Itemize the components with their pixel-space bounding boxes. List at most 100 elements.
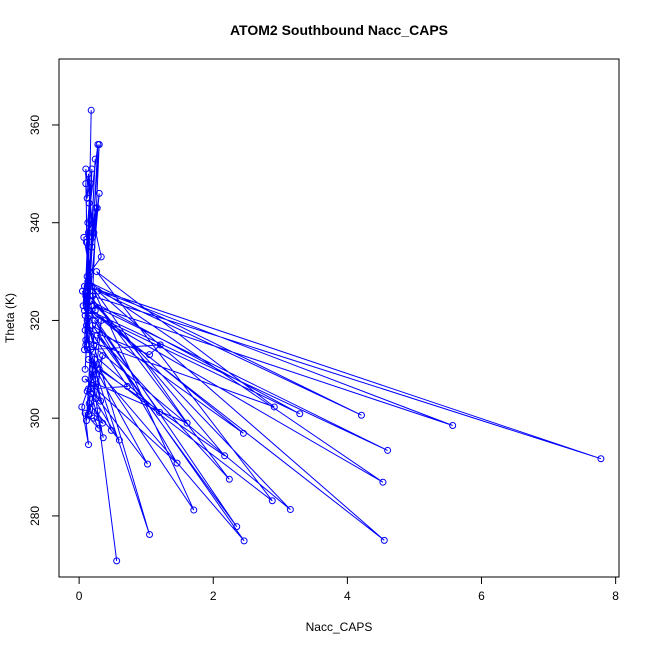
data-point <box>84 219 92 227</box>
y-tick-label: 320 <box>28 310 42 330</box>
data-point <box>83 194 91 202</box>
data-point <box>286 506 294 514</box>
y-tick-label: 300 <box>28 408 42 428</box>
y-tick-label: 280 <box>28 506 42 526</box>
data-point <box>93 370 101 378</box>
data-point <box>85 410 93 418</box>
series-line <box>81 110 602 561</box>
data-point <box>89 233 97 241</box>
data-point <box>357 411 365 419</box>
data-point <box>97 316 105 324</box>
data-point <box>146 351 154 359</box>
data-point <box>115 436 123 444</box>
data-point <box>83 282 91 290</box>
y-axis: 280 300 320 340 360 <box>28 115 60 526</box>
data-point <box>99 352 107 360</box>
data-point <box>85 441 93 449</box>
x-axis-label: Nacc_CAPS <box>306 620 373 634</box>
data-point <box>91 307 99 315</box>
data-point <box>113 557 121 565</box>
data-point <box>85 272 93 280</box>
data-point <box>99 419 107 427</box>
data-point <box>86 292 94 300</box>
data-point <box>85 312 93 320</box>
data-point <box>87 390 95 398</box>
x-tick-label: 4 <box>344 589 351 603</box>
data-point <box>95 424 103 432</box>
data-point <box>90 228 98 236</box>
data-point <box>82 321 90 329</box>
data-point <box>240 537 248 545</box>
data-point <box>78 403 86 411</box>
data-point <box>82 180 90 188</box>
data-point <box>78 287 86 295</box>
data-point <box>296 410 304 418</box>
data-point <box>146 530 154 538</box>
data-point <box>123 382 131 390</box>
data-point <box>80 346 88 354</box>
data-point <box>85 400 93 408</box>
data-point <box>81 409 89 417</box>
data-point <box>82 238 90 246</box>
data-point <box>94 287 102 295</box>
data-point <box>380 536 388 544</box>
data-point <box>87 180 95 188</box>
data-point <box>95 189 103 197</box>
data-point <box>183 419 191 427</box>
data-point <box>82 292 90 300</box>
y-tick-label: 360 <box>28 115 42 135</box>
data-point <box>97 397 105 405</box>
data-point <box>86 268 94 276</box>
data-point <box>449 422 457 430</box>
data-point <box>144 460 152 468</box>
data-point <box>384 446 392 454</box>
data-point <box>97 253 105 261</box>
data-point <box>99 434 107 442</box>
data-point <box>84 277 92 285</box>
data-point <box>92 204 100 212</box>
data-point <box>79 302 87 310</box>
data-point <box>89 365 97 373</box>
data-point <box>88 282 96 290</box>
data-point <box>82 417 90 425</box>
data-point <box>221 452 229 460</box>
data-point <box>233 523 241 531</box>
data-point <box>82 302 90 310</box>
data-point <box>268 497 276 505</box>
data-point <box>93 407 101 415</box>
data-point <box>81 326 89 334</box>
data-point <box>88 243 96 251</box>
data-point <box>91 155 99 163</box>
data-point <box>81 365 89 373</box>
data-point <box>93 331 101 339</box>
x-tick-label: 6 <box>478 589 485 603</box>
data-point <box>107 426 115 434</box>
x-tick-label: 0 <box>76 589 83 603</box>
data-point <box>156 341 164 349</box>
data-point <box>85 170 93 178</box>
series-polyline <box>81 110 602 561</box>
x-axis: 0 2 4 6 8 <box>76 576 619 603</box>
chart-title: ATOM2 Southbound Nacc_CAPS <box>230 22 448 38</box>
data-point <box>379 478 387 486</box>
data-point <box>86 297 94 305</box>
data-point <box>270 403 278 411</box>
data-point <box>81 375 89 383</box>
plot-frame <box>58 58 620 578</box>
data-point <box>87 302 95 310</box>
x-tick-label: 2 <box>210 589 217 603</box>
data-point <box>84 346 92 354</box>
data-point <box>91 316 99 324</box>
y-tick-label: 340 <box>28 212 42 232</box>
data-point <box>190 506 198 514</box>
data-point <box>90 414 98 422</box>
y-axis-label: Theta (K) <box>3 293 17 343</box>
data-point <box>86 307 94 315</box>
data-points <box>78 106 605 565</box>
data-point <box>597 455 605 463</box>
data-point <box>90 341 98 349</box>
data-point <box>93 268 101 276</box>
data-point <box>173 459 181 467</box>
data-point <box>225 475 233 483</box>
